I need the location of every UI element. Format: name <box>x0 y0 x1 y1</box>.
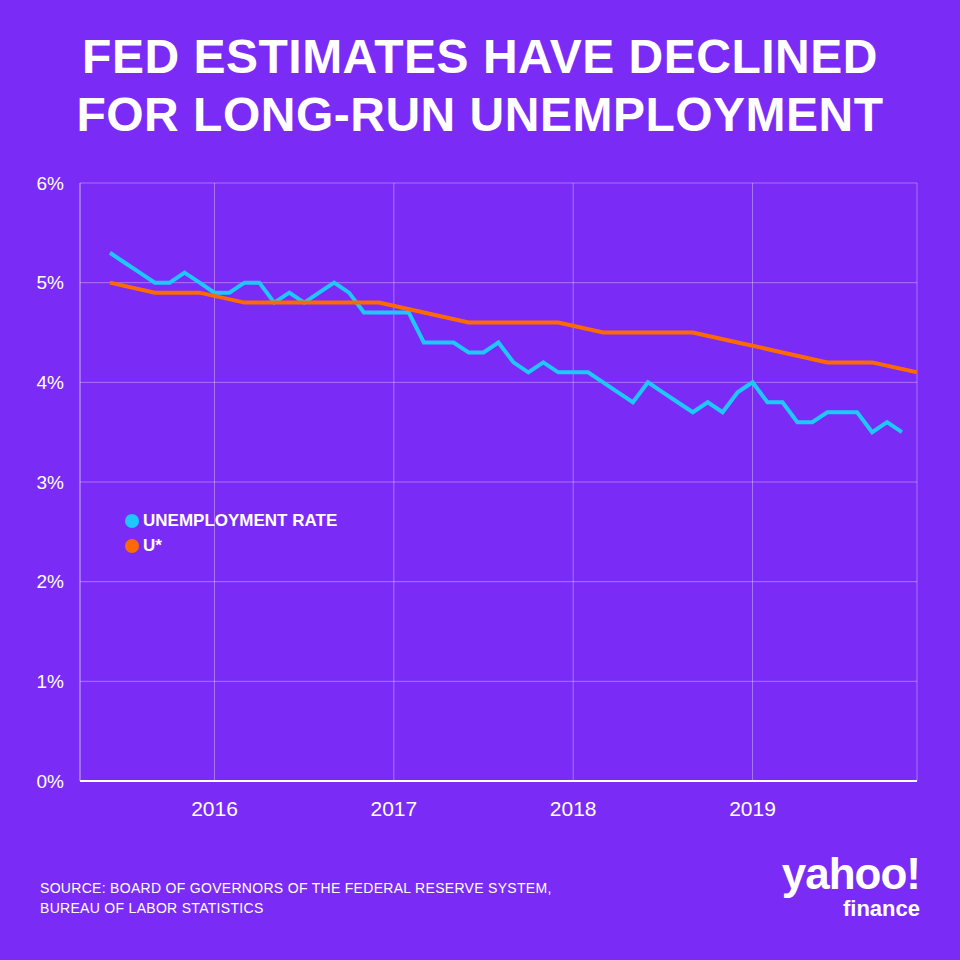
svg-text:5%: 5% <box>37 272 65 293</box>
html-text:yahoo!: yahoo! <box>781 849 920 898</box>
svg-text:0%: 0% <box>37 771 65 792</box>
svg-text:1%: 1% <box>37 671 65 692</box>
svg-text:2%: 2% <box>37 571 65 592</box>
html-text:U*: U* <box>143 535 162 555</box>
svg-text:4%: 4% <box>37 372 65 393</box>
html-text:SOURCE: BOARD OF GOVERNORS OF: SOURCE: BOARD OF GOVERNORS OF THE FEDERA… <box>40 880 552 916</box>
html-text:FED ESTIMATES HAVE DECLINED FO: FED ESTIMATES HAVE DECLINED FOR LONG-RUN… <box>76 30 884 141</box>
svg-text:2019: 2019 <box>729 797 776 820</box>
svg-text:2016: 2016 <box>191 797 238 820</box>
html-text:UNEMPLOYMENT RATE: UNEMPLOYMENT RATE <box>143 510 338 530</box>
svg-text:6%: 6% <box>37 173 65 194</box>
svg-text:2017: 2017 <box>370 797 417 820</box>
svg-text:2018: 2018 <box>550 797 597 820</box>
html-text:finance: finance <box>843 896 920 921</box>
svg-text:3%: 3% <box>37 472 65 493</box>
